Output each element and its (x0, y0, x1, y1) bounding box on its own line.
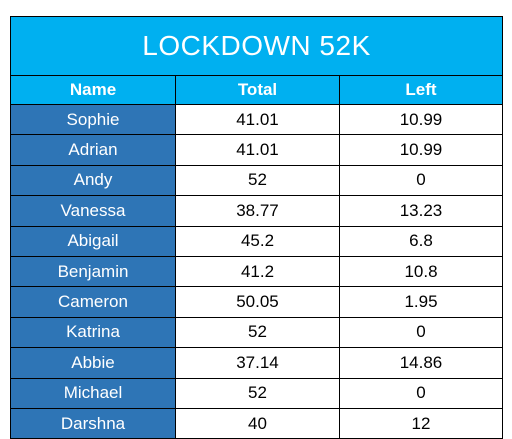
table-row: Sophie 41.01 10.99 (10, 103, 503, 136)
total-cell: 52 (175, 316, 340, 349)
name-cell: Abbie (10, 347, 176, 379)
name-cell: Abigail (10, 225, 176, 257)
total-cell: 41.01 (175, 134, 340, 166)
name-cell: Adrian (10, 134, 176, 166)
column-header-left: Left (339, 75, 503, 105)
table-row: Adrian 41.01 10.99 (10, 134, 503, 166)
total-cell: 50.05 (175, 286, 340, 318)
total-cell: 38.77 (175, 195, 340, 227)
left-cell: 0 (339, 377, 503, 409)
name-cell: Andy (10, 164, 176, 197)
table-row: Darshna 40 12 (10, 407, 503, 439)
table-title: LOCKDOWN 52K (10, 16, 503, 76)
left-cell: 12 (339, 407, 503, 439)
total-cell: 41.01 (175, 103, 340, 136)
total-cell: 40 (175, 407, 340, 439)
name-cell: Katrina (10, 316, 176, 349)
table-row: Vanessa 38.77 13.23 (10, 195, 503, 227)
name-cell: Cameron (10, 286, 176, 318)
total-cell: 37.14 (175, 347, 340, 379)
name-cell: Benjamin (10, 255, 176, 288)
column-header-total: Total (175, 75, 340, 105)
column-header-name: Name (10, 75, 176, 105)
left-cell: 10.8 (339, 255, 503, 288)
name-cell: Vanessa (10, 195, 176, 227)
left-cell: 6.8 (339, 225, 503, 257)
left-cell: 10.99 (339, 103, 503, 136)
table-row: Benjamin 41.2 10.8 (10, 255, 503, 288)
table-row: Katrina 52 0 (10, 316, 503, 349)
table-row: Michael 52 0 (10, 377, 503, 409)
total-cell: 41.2 (175, 255, 340, 288)
name-cell: Michael (10, 377, 176, 409)
name-cell: Darshna (10, 407, 176, 439)
total-cell: 45.2 (175, 225, 340, 257)
left-cell: 1.95 (339, 286, 503, 318)
table-row: Abbie 37.14 14.86 (10, 347, 503, 379)
left-cell: 14.86 (339, 347, 503, 379)
total-cell: 52 (175, 164, 340, 197)
left-cell: 0 (339, 316, 503, 349)
left-cell: 10.99 (339, 134, 503, 166)
table-row: Cameron 50.05 1.95 (10, 286, 503, 318)
column-header-row: Name Total Left (10, 75, 503, 105)
table-row: Abigail 45.2 6.8 (10, 225, 503, 257)
total-cell: 52 (175, 377, 340, 409)
left-cell: 13.23 (339, 195, 503, 227)
name-cell: Sophie (10, 103, 176, 136)
table-row: Andy 52 0 (10, 164, 503, 197)
lockdown-table: LOCKDOWN 52K Name Total Left Sophie 41.01… (10, 16, 503, 439)
left-cell: 0 (339, 164, 503, 197)
